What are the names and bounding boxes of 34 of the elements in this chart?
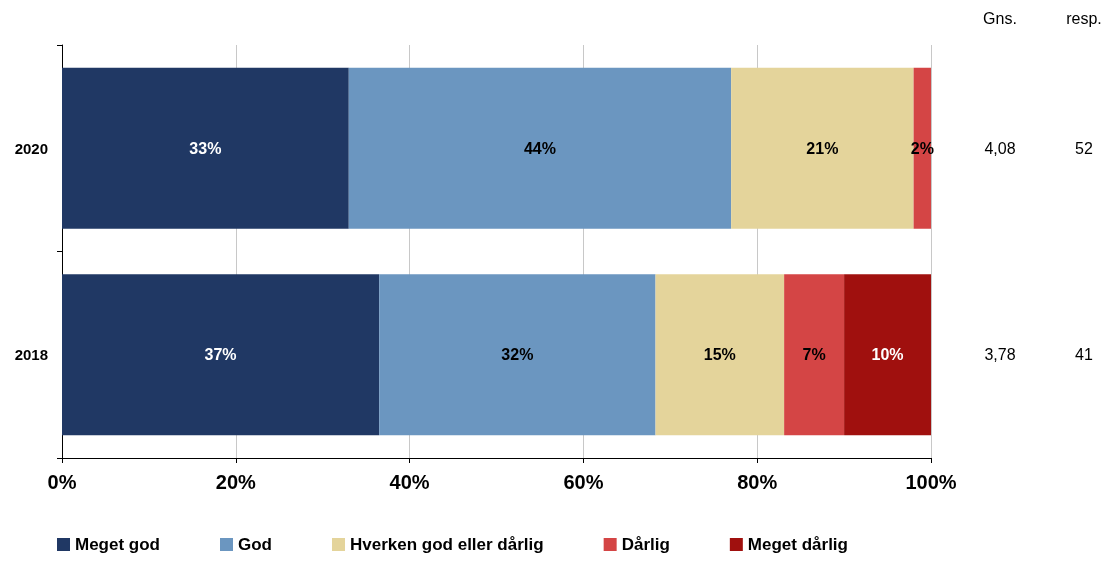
x-tick-label: 0%: [47, 471, 77, 493]
text: 41: [1075, 346, 1093, 364]
bar: [844, 274, 931, 436]
data-label: 7%: [802, 346, 826, 364]
data-label: 10%: [871, 346, 904, 364]
x-tick-label: 60%: [563, 471, 604, 493]
legend-label: God: [237, 535, 272, 554]
legend-label: Hverken god eller dårlig: [349, 535, 544, 554]
legend-label: Meget dårlig: [747, 535, 848, 554]
data-label: 32%: [501, 346, 534, 364]
data-label: 15%: [703, 346, 736, 364]
x-tick-label: 80%: [737, 471, 778, 493]
x-tick-label: 100%: [905, 471, 957, 493]
data-label: 33%: [189, 139, 222, 157]
bar: [348, 67, 732, 229]
y-tick-label: 2018: [14, 346, 48, 364]
y-tick-label: 2020: [14, 139, 48, 157]
data-label: 44%: [523, 139, 556, 157]
bar: [62, 67, 349, 229]
bar: [379, 274, 656, 436]
legend-label: Dårlig: [621, 535, 670, 554]
bar: [655, 274, 785, 436]
text: 4,08: [984, 139, 1016, 157]
x-tick-label: 40%: [389, 471, 430, 493]
text: resp.: [1066, 9, 1102, 27]
text: 3,78: [984, 346, 1016, 364]
text: Gns.: [983, 9, 1017, 27]
data-label: 37%: [204, 346, 237, 364]
legend-label: Meget god: [75, 535, 160, 554]
data-label: 21%: [806, 139, 839, 157]
x-tick-label: 20%: [215, 471, 257, 493]
bar: [62, 274, 380, 436]
text: 52: [1075, 139, 1093, 157]
bar: [784, 274, 845, 436]
